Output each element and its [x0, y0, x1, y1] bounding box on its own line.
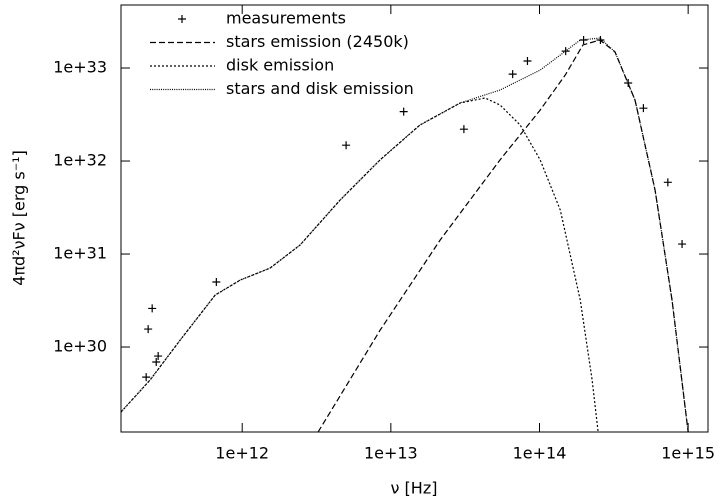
measurement-point	[144, 325, 153, 334]
y-tick-label: 1e+33	[53, 58, 107, 77]
plot-frame	[120, 4, 709, 433]
x-tick-label: 1e+15	[661, 444, 715, 463]
measurement-point	[508, 70, 517, 79]
measurement-point	[523, 56, 532, 65]
y-axis-label: 4πd²νFν [erg s⁻¹]	[10, 150, 29, 286]
x-tick-label: 1e+14	[513, 444, 567, 463]
measurement-point	[459, 125, 468, 134]
x-tick-label: 1e+13	[364, 444, 418, 463]
legend-label: stars and disk emission	[226, 79, 414, 98]
measurement-point	[663, 178, 672, 187]
measurement-point	[154, 352, 163, 361]
measurement-point	[142, 373, 151, 382]
y-tick-label: 1e+30	[53, 337, 107, 356]
legend-label: measurements	[226, 9, 346, 28]
measurement-point	[342, 141, 351, 150]
x-tick-label: 1e+12	[215, 444, 269, 463]
y-tick-label: 1e+32	[53, 151, 107, 170]
legend-marker	[178, 15, 186, 23]
measurement-point	[152, 358, 161, 367]
legend-label: stars emission (2450k)	[226, 32, 409, 51]
series-line	[317, 39, 689, 432]
legend-label: disk emission	[226, 56, 334, 75]
measurement-point	[678, 240, 687, 249]
measurement-point	[639, 104, 648, 113]
measurement-point	[399, 107, 408, 116]
series-line	[121, 37, 689, 432]
measurement-point	[212, 278, 221, 287]
series-line	[121, 97, 599, 432]
y-tick-label: 1e+31	[53, 244, 107, 263]
measurement-point	[148, 304, 157, 313]
x-axis-label: ν [Hz]	[391, 479, 438, 498]
